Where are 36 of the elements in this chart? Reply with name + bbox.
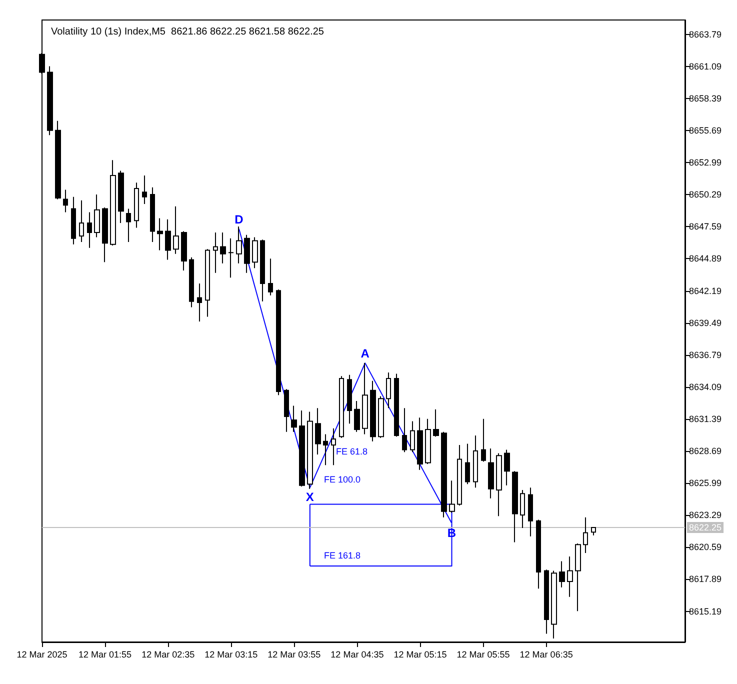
annotation: FE 100.0 [324,474,361,484]
x-tick-label: 12 Mar 03:55 [268,650,321,660]
y-tick-label: 8642.19 [689,286,722,296]
y-tick-label: 8615.19 [689,606,722,616]
y-tick-label: 8631.39 [689,414,722,424]
x-tick-label: 12 Mar 05:55 [456,650,510,660]
x-tick-label: 12 Mar 02:35 [142,650,195,660]
y-tick-label: 8661.09 [689,61,722,72]
x-tick-label: 12 Mar 01:55 [78,650,132,660]
x-tick-label: 12 Mar 04:35 [330,650,384,660]
y-tick-label: 8663.79 [689,29,722,40]
text: Volatility 10 (1s) Index,M5 8621.86 8622.25 8621.58 8622.25 [51,26,324,38]
y-tick-label: 8620.59 [689,542,722,552]
x-tick-label: 12 Mar 03:15 [204,650,258,660]
x-tick-label: 12 Mar 2025 [16,650,68,660]
y-tick-label: 8636.79 [689,350,722,360]
y-tick-label: 8628.69 [689,446,722,456]
y-tick-label: 8634.09 [689,382,722,392]
annotation: FE 61.8 [336,446,368,456]
y-tick-label: 8647.59 [689,222,722,232]
y-tick-label: 8623.29 [689,510,722,520]
y-tick-label: 8625.99 [689,478,722,488]
x-tick-label: 12 Mar 06:35 [520,650,573,660]
y-tick-label: 8655.69 [689,126,722,136]
y-tick-label: 8652.99 [689,158,722,168]
y-tick-label: 8617.89 [689,574,722,584]
ref-line-label: 8622.25 [689,522,722,532]
y-tick-label: 8644.89 [689,254,722,264]
y-tick-label: 8639.49 [689,318,722,328]
annotation: FE 161.8 [324,550,361,560]
annotation: X [306,490,314,504]
y-tick-label: 8658.39 [689,93,722,104]
annotation: D [234,212,244,226]
x-tick-label: 12 Mar 05:15 [394,650,447,660]
annotation: A [360,346,370,361]
y-tick-label: 8650.29 [689,190,722,200]
